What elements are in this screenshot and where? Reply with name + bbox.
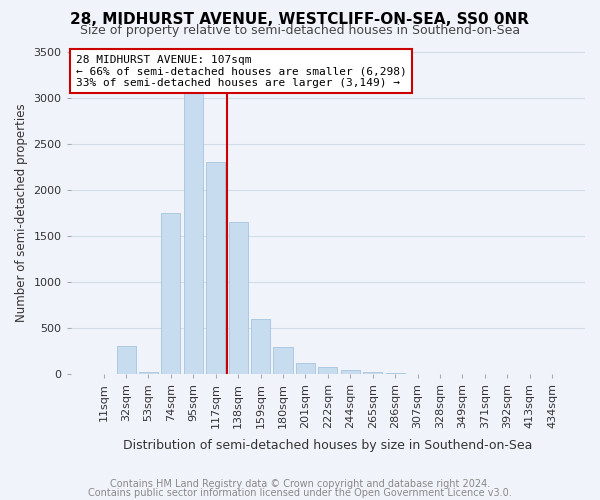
Text: Size of property relative to semi-detached houses in Southend-on-Sea: Size of property relative to semi-detach… xyxy=(80,24,520,37)
Bar xyxy=(319,368,337,374)
Bar xyxy=(206,162,225,374)
Bar xyxy=(229,222,248,374)
Bar xyxy=(341,370,360,374)
Bar xyxy=(274,346,293,374)
Bar xyxy=(296,362,315,374)
X-axis label: Distribution of semi-detached houses by size in Southend-on-Sea: Distribution of semi-detached houses by … xyxy=(123,440,533,452)
Text: 28, MIDHURST AVENUE, WESTCLIFF-ON-SEA, SS0 0NR: 28, MIDHURST AVENUE, WESTCLIFF-ON-SEA, S… xyxy=(71,12,530,28)
Bar xyxy=(184,93,203,374)
Bar xyxy=(161,213,181,374)
Bar xyxy=(116,346,136,374)
Text: Contains public sector information licensed under the Open Government Licence v3: Contains public sector information licen… xyxy=(88,488,512,498)
Bar xyxy=(251,319,270,374)
Y-axis label: Number of semi-detached properties: Number of semi-detached properties xyxy=(15,104,28,322)
Bar xyxy=(363,372,382,374)
Bar xyxy=(139,372,158,374)
Text: Contains HM Land Registry data © Crown copyright and database right 2024.: Contains HM Land Registry data © Crown c… xyxy=(110,479,490,489)
Text: 28 MIDHURST AVENUE: 107sqm
← 66% of semi-detached houses are smaller (6,298)
33%: 28 MIDHURST AVENUE: 107sqm ← 66% of semi… xyxy=(76,54,407,88)
